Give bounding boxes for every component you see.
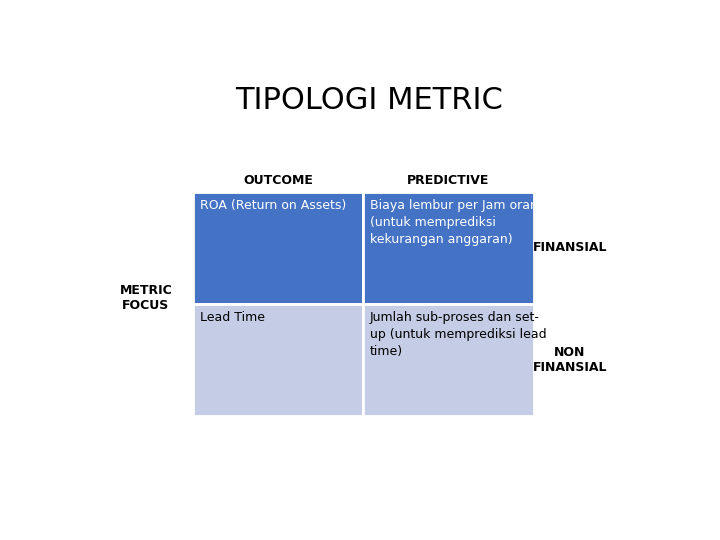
- Text: FINANSIAL: FINANSIAL: [533, 241, 607, 254]
- Text: METRIC
FOCUS: METRIC FOCUS: [120, 284, 172, 312]
- Bar: [364, 192, 534, 304]
- Text: OUTCOME: OUTCOME: [243, 174, 313, 187]
- Text: ROA (Return on Assets): ROA (Return on Assets): [200, 199, 346, 212]
- Text: Lead Time: Lead Time: [200, 312, 265, 325]
- Text: TIPOLOGI METRIC: TIPOLOGI METRIC: [235, 86, 503, 114]
- Bar: [193, 192, 364, 304]
- Text: NON
FINANSIAL: NON FINANSIAL: [533, 346, 607, 374]
- Text: PREDICTIVE: PREDICTIVE: [408, 174, 490, 187]
- Bar: [193, 304, 364, 416]
- Text: Biaya lembur per Jam orang
(untuk memprediksi
kekurangan anggaran): Biaya lembur per Jam orang (untuk mempre…: [370, 199, 546, 246]
- Text: Jumlah sub-proses dan set-
up (untuk memprediksi lead
time): Jumlah sub-proses dan set- up (untuk mem…: [370, 312, 546, 359]
- Bar: [364, 304, 534, 416]
